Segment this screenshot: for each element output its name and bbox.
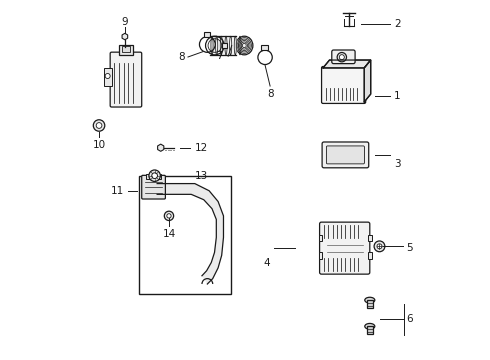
FancyBboxPatch shape [319, 222, 370, 274]
Circle shape [93, 120, 105, 131]
Text: 14: 14 [162, 229, 175, 239]
Circle shape [337, 53, 346, 62]
Text: 13: 13 [195, 171, 208, 181]
Text: 2: 2 [394, 19, 400, 29]
Text: 9: 9 [122, 17, 128, 27]
Text: 1: 1 [394, 91, 400, 101]
Text: 5: 5 [406, 243, 413, 253]
Circle shape [96, 123, 102, 129]
Bar [104, 68, 112, 86]
Text: 6: 6 [406, 314, 413, 324]
Circle shape [105, 73, 110, 78]
FancyBboxPatch shape [142, 175, 166, 199]
Polygon shape [158, 144, 164, 151]
Bar [119, 45, 133, 55]
Bar [139, 176, 231, 294]
Polygon shape [122, 33, 128, 40]
Bar [318, 252, 322, 259]
Circle shape [167, 214, 171, 218]
Text: 8: 8 [178, 52, 185, 62]
Bar [204, 32, 210, 37]
Bar [368, 252, 371, 259]
Bar [367, 326, 373, 334]
Bar [368, 234, 371, 241]
Circle shape [339, 55, 344, 60]
Text: 7: 7 [217, 51, 223, 61]
Polygon shape [364, 60, 371, 102]
Bar [122, 46, 130, 52]
FancyBboxPatch shape [110, 52, 142, 107]
Ellipse shape [365, 323, 375, 329]
Circle shape [149, 170, 160, 181]
FancyBboxPatch shape [321, 67, 366, 103]
Bar [318, 234, 322, 241]
FancyBboxPatch shape [322, 142, 368, 168]
Text: 10: 10 [93, 140, 106, 150]
Text: 11: 11 [111, 186, 124, 197]
Text: 3: 3 [394, 159, 400, 169]
Ellipse shape [236, 36, 253, 55]
Ellipse shape [365, 297, 375, 303]
FancyBboxPatch shape [332, 50, 355, 64]
Bar [221, 42, 227, 48]
Text: 12: 12 [195, 143, 208, 153]
FancyBboxPatch shape [326, 146, 365, 164]
Text: 4: 4 [264, 258, 270, 268]
Polygon shape [323, 60, 371, 68]
Text: 8: 8 [267, 89, 273, 99]
Bar [262, 45, 268, 50]
Circle shape [374, 241, 385, 252]
Bar [367, 300, 373, 308]
Circle shape [164, 211, 173, 221]
Polygon shape [157, 184, 223, 284]
Circle shape [152, 173, 157, 179]
Circle shape [377, 244, 382, 249]
Bar [147, 174, 161, 179]
